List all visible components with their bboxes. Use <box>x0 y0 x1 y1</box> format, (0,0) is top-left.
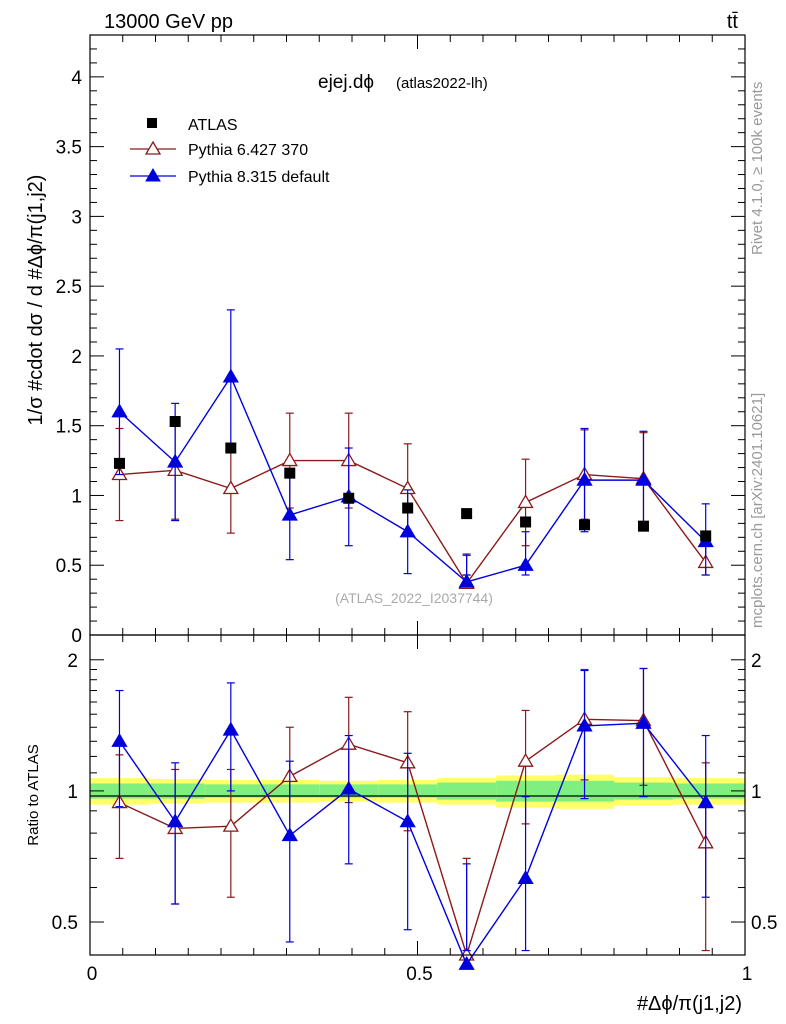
ratio-x-tick-label: 1 <box>742 964 753 985</box>
pythia8-point <box>458 573 475 588</box>
ratio-y-tick-label-left: 0.5 <box>52 913 78 934</box>
legend-label-pythia8: Pythia 8.315 default <box>188 169 330 186</box>
main-panel: 0 0.5 1 1.5 2 2.5 3 3.5 4 ejej.dϕ (atlas2022-lh)… <box>25 34 746 647</box>
legend-marker-open-triangle <box>144 140 162 155</box>
ratio-pythia8-point <box>222 721 239 736</box>
ratio-x-tick-label: 0 <box>87 964 98 985</box>
pythia8-point <box>281 506 298 521</box>
atlas-point <box>461 508 473 520</box>
ratio-pythia8-point <box>281 827 298 842</box>
main-y-tick-label: 1 <box>71 486 82 507</box>
ratio-pythia8-point <box>697 794 714 809</box>
atlas-point <box>700 530 712 542</box>
legend: ATLAS Pythia 6.427 370 Pythia 8.315 defa… <box>130 117 330 186</box>
ratio-y-tick-label-right: 2 <box>751 651 762 672</box>
ratio-pythia8-point <box>167 813 184 828</box>
pythia6-line <box>119 459 707 585</box>
ratio-pythia8-point <box>399 813 416 828</box>
ratio-x-axis-label: #Δϕ/π(j1,j2) <box>637 993 742 1015</box>
atlas-point <box>343 492 355 504</box>
ratio-band-inner <box>437 782 497 800</box>
ratio-pythia6-point <box>222 817 239 832</box>
pythia8-point <box>576 471 593 486</box>
process-label: tt̄ <box>727 11 739 33</box>
ratio-pythia8-point <box>517 870 534 884</box>
pythia8-line <box>119 375 707 583</box>
pythia8-point <box>167 453 184 468</box>
atlas-point <box>169 416 181 428</box>
ratio-pythia8-point <box>576 717 593 732</box>
pythia8-point <box>399 523 416 538</box>
main-y-tick-label: 3 <box>71 207 82 228</box>
ratio-y-axis-label: Ratio to ATLAS <box>25 744 42 845</box>
ratio-pythia8-point <box>458 955 475 970</box>
atlas-point <box>225 442 237 454</box>
pythia8-point <box>111 403 128 418</box>
ratio-y-tick-label-right: 0.5 <box>751 913 777 934</box>
plot-title-suffix: (atlas2022-lh) <box>396 75 488 92</box>
ratio-pythia8-line <box>118 722 707 966</box>
energy-label: 13000 GeV pp <box>104 11 233 33</box>
ratio-pythia8-point <box>635 714 652 729</box>
ratio-panel: 0.5 0.5 1 1 2 2 0 0.5 1 Ratio to ATLAS #Δϕ/π(j1,… <box>25 634 777 1015</box>
ratio-pythia6-line <box>119 718 707 958</box>
pythia6-point <box>517 494 534 509</box>
main-y-axis-label: 1/σ #cdot dσ / d #Δϕ/π(j1,j2) <box>25 175 47 426</box>
ratio-pythia8-point <box>340 780 357 795</box>
main-y-tick-label: 0 <box>71 626 82 647</box>
legend-label-pythia6: Pythia 6.427 370 <box>188 142 308 159</box>
analysis-tag: (ATLAS_2022_I2037744) <box>335 590 493 606</box>
main-y-tick-label: 3.5 <box>56 138 82 159</box>
atlas-point <box>520 516 532 528</box>
main-y-tick-label: 2 <box>71 347 82 368</box>
watermark-rivet: Rivet 4.1.0, ≥ 100k events <box>749 82 766 255</box>
atlas-point <box>113 457 125 469</box>
legend-item-pythia6: Pythia 6.427 370 <box>130 140 308 159</box>
ratio-band-inner <box>672 783 745 799</box>
legend-label-atlas: ATLAS <box>188 117 238 134</box>
pythia8-point <box>635 471 652 486</box>
ratio-pythia8-point <box>111 732 128 747</box>
pythia8-point <box>222 368 239 383</box>
main-y-tick-label: 2.5 <box>56 277 82 298</box>
atlas-point <box>637 520 649 532</box>
plot-title: ejej.dϕ <box>318 72 374 93</box>
pythia6-point <box>222 480 239 495</box>
atlas-point <box>402 502 414 514</box>
legend-item-pythia8: Pythia 8.315 default <box>130 168 330 186</box>
pythia6-point <box>281 452 298 467</box>
ratio-pythia6-point <box>517 752 534 767</box>
ratio-y-tick-label-right: 1 <box>751 782 762 803</box>
pythia8-point <box>517 556 534 571</box>
legend-item-atlas: ATLAS <box>147 117 238 134</box>
ratio-x-tick-label: 0.5 <box>406 964 432 985</box>
ratio-y-tick-label-left: 2 <box>67 651 78 672</box>
watermark-mcplots: mcplots.cern.ch [arXiv:2401.10621] <box>749 393 766 628</box>
legend-marker-filled-triangle <box>145 168 161 182</box>
ratio-y-tick-label-left: 1 <box>67 782 78 803</box>
atlas-point <box>579 519 591 531</box>
atlas-point <box>284 467 296 479</box>
main-y-tick-label: 0.5 <box>56 556 82 577</box>
main-y-tick-label: 4 <box>71 68 82 89</box>
legend-marker-square <box>147 118 157 128</box>
main-y-tick-label: 1.5 <box>56 417 82 438</box>
